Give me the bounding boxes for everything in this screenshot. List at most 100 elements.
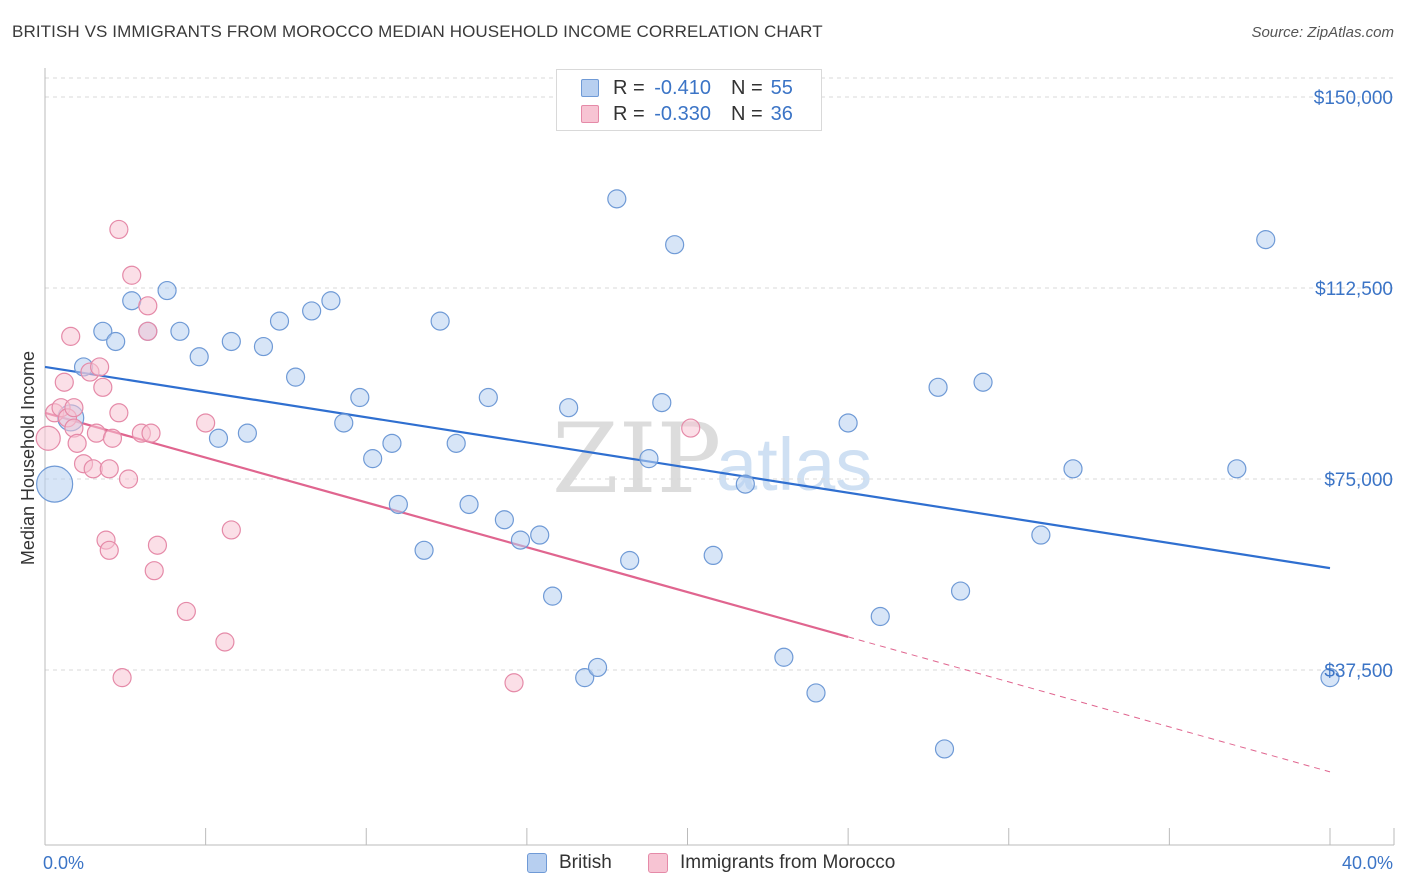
morocco-point-22 bbox=[122, 265, 142, 285]
x-tick-label-0: 0.0% bbox=[43, 853, 84, 873]
british-point-21 bbox=[382, 433, 402, 453]
morocco-point-35 bbox=[147, 535, 168, 555]
morocco-point-27 bbox=[144, 561, 164, 581]
british-point-23 bbox=[414, 540, 434, 560]
morocco-point-3 bbox=[54, 372, 74, 392]
british-point-32 bbox=[559, 398, 579, 418]
morocco-point-29 bbox=[196, 413, 216, 433]
british-point-41 bbox=[735, 474, 755, 494]
grid-lines bbox=[45, 77, 1394, 671]
british-point-33 bbox=[575, 668, 595, 688]
british-point-13 bbox=[253, 336, 274, 357]
british-point-15 bbox=[285, 367, 306, 387]
british-point-11 bbox=[221, 331, 241, 352]
morocco-point-34 bbox=[99, 459, 119, 479]
y-tick-label-3: $150,000 bbox=[1314, 88, 1393, 109]
british-point-3 bbox=[93, 321, 113, 341]
stats-legend: R = -0.410 N = 55 R = -0.330 N = 36 bbox=[556, 69, 822, 131]
british-point-18 bbox=[334, 413, 354, 433]
british-point-8 bbox=[170, 321, 190, 341]
morocco-point-24 bbox=[138, 296, 158, 316]
british-point-36 bbox=[620, 550, 640, 571]
morocco-point-19 bbox=[109, 403, 129, 423]
british-point-39 bbox=[665, 235, 685, 255]
british-point-30 bbox=[530, 525, 550, 545]
morocco-point-21 bbox=[118, 469, 139, 489]
y-axis-title: Median Household Income bbox=[18, 351, 38, 565]
morocco-trend-line-2 bbox=[847, 636, 1331, 773]
legend-item-morocco[interactable]: Immigrants from Morocco bbox=[648, 852, 895, 874]
british-point-48 bbox=[950, 581, 971, 601]
british-point-45 bbox=[870, 606, 890, 627]
morocco-point-12 bbox=[86, 423, 107, 443]
british-point-44 bbox=[838, 413, 858, 433]
british-legend-swatch bbox=[527, 853, 547, 873]
morocco-point-26 bbox=[141, 423, 161, 443]
morocco-point-32 bbox=[504, 673, 524, 693]
british-point-20 bbox=[363, 449, 383, 469]
british-point-24 bbox=[430, 311, 450, 331]
british-point-12 bbox=[237, 423, 257, 443]
series-legend: British Immigrants from Morocco bbox=[0, 852, 1406, 876]
morocco-point-5 bbox=[61, 326, 81, 346]
british-n-value: 55 bbox=[770, 76, 793, 99]
morocco-legend-swatch bbox=[648, 853, 668, 873]
y-tick-label-1: $75,000 bbox=[1324, 470, 1393, 491]
morocco-point-18 bbox=[109, 219, 129, 240]
british-point-47 bbox=[934, 739, 955, 759]
morocco-point-8 bbox=[67, 433, 87, 453]
axes bbox=[44, 68, 1395, 846]
chart-title: BRITISH VS IMMIGRANTS FROM MOROCCO MEDIA… bbox=[12, 22, 823, 41]
british-n-label: N = bbox=[730, 76, 763, 99]
source-label: Source: ZipAtlas.com bbox=[1251, 24, 1394, 41]
british-point-19 bbox=[350, 387, 370, 408]
british-point-25 bbox=[446, 433, 466, 453]
british-point-52 bbox=[1227, 459, 1247, 479]
british-point-46 bbox=[928, 377, 948, 397]
british-swatch bbox=[581, 79, 599, 97]
british-point-54 bbox=[1320, 668, 1340, 688]
morocco-point-20 bbox=[112, 668, 132, 688]
british-trend-line-0 bbox=[44, 365, 1331, 570]
x-tick-label-1: 40.0% bbox=[1342, 853, 1393, 873]
british-point-7 bbox=[157, 280, 177, 301]
morocco-point-16 bbox=[99, 540, 119, 560]
morocco-point-13 bbox=[90, 357, 110, 377]
british-point-43 bbox=[806, 683, 826, 703]
british-point-38 bbox=[652, 393, 672, 413]
morocco-point-6 bbox=[64, 398, 84, 418]
british-point-49 bbox=[973, 372, 993, 392]
british-r-value: -0.410 bbox=[654, 76, 711, 99]
british-point-40 bbox=[703, 545, 723, 566]
morocco-r-value: -0.330 bbox=[654, 102, 711, 125]
british-point-50 bbox=[1031, 525, 1051, 545]
morocco-point-28 bbox=[176, 601, 196, 622]
morocco-swatch bbox=[581, 105, 599, 123]
british-point-37 bbox=[639, 449, 659, 469]
morocco-r-label: R = bbox=[613, 102, 645, 125]
trend-lines bbox=[44, 365, 1331, 773]
british-point-4 bbox=[106, 331, 126, 352]
british-point-42 bbox=[774, 647, 794, 667]
british-point-17 bbox=[321, 291, 341, 311]
morocco-n-value: 36 bbox=[770, 102, 793, 125]
british-point-26 bbox=[459, 494, 479, 515]
british-point-5 bbox=[122, 291, 142, 311]
morocco-point-11 bbox=[83, 459, 103, 479]
british-point-27 bbox=[478, 387, 498, 408]
y-tick-label-0: $37,500 bbox=[1324, 661, 1393, 682]
legend-item-british[interactable]: British bbox=[527, 852, 612, 874]
british-point-29 bbox=[510, 530, 531, 550]
morocco-trend-line-1 bbox=[44, 411, 849, 638]
morocco-point-17 bbox=[102, 428, 123, 448]
morocco-n-label: N = bbox=[730, 102, 763, 125]
british-legend-label: British bbox=[559, 852, 612, 873]
british-point-22 bbox=[388, 494, 408, 515]
british-point-35 bbox=[607, 189, 627, 209]
morocco-legend-label: Immigrants from Morocco bbox=[680, 852, 896, 873]
british-point-0 bbox=[36, 465, 74, 503]
y-tick-label-2: $112,500 bbox=[1315, 279, 1393, 300]
british-point-53 bbox=[1256, 230, 1276, 250]
british-point-34 bbox=[587, 657, 608, 678]
